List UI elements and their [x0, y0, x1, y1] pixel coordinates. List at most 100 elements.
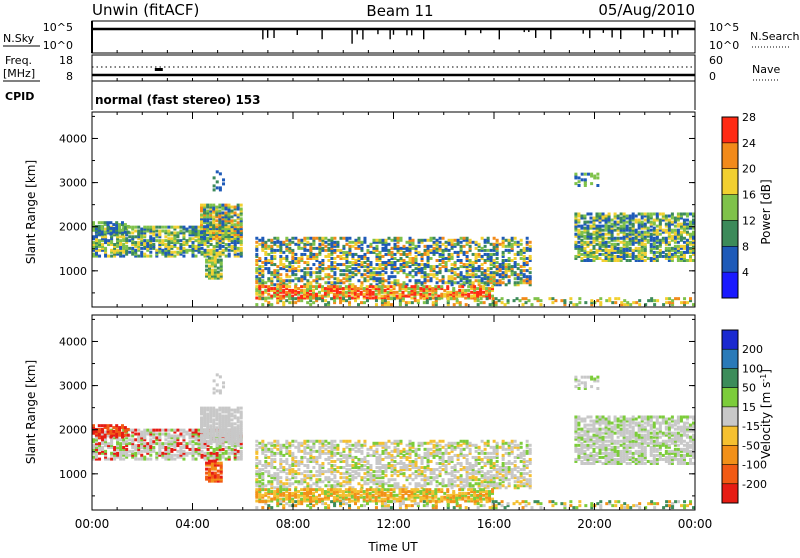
power-cell: [589, 241, 592, 244]
power-cell: [222, 249, 225, 252]
power-cell: [418, 239, 421, 242]
power-cell: [282, 295, 285, 298]
power-cell: [255, 285, 258, 288]
power-cell: [430, 257, 433, 260]
velocity-cell: [191, 429, 194, 432]
power-cell: [505, 245, 508, 248]
power-cell: [354, 239, 357, 242]
power-cell: [351, 267, 354, 270]
power-cell: [415, 271, 418, 274]
power-cell: [586, 212, 589, 215]
power-cell: [489, 303, 492, 306]
power-cell: [410, 285, 413, 288]
velocity-cell: [125, 448, 128, 451]
power-cell: [659, 212, 662, 215]
power-cell: [234, 219, 237, 222]
velocity-cell: [164, 442, 167, 445]
power-cell: [336, 263, 339, 266]
power-cell: [590, 173, 593, 176]
power-cell: [632, 223, 635, 226]
power-cell: [617, 233, 620, 236]
velocity-cell: [149, 454, 152, 457]
power-cell: [207, 245, 210, 248]
power-cell: [363, 277, 366, 280]
power-cell: [393, 297, 396, 300]
velocity-cell: [285, 482, 288, 485]
velocity-cell: [255, 470, 258, 473]
velocity-cell: [267, 470, 270, 473]
power-cell: [336, 277, 339, 280]
velocity-cell: [158, 442, 161, 445]
power-cell: [291, 297, 294, 300]
power-cell: [387, 237, 390, 240]
power-cell: [400, 263, 403, 266]
power-cell: [577, 229, 580, 232]
power-cell: [285, 237, 288, 240]
power-cell: [656, 251, 659, 254]
power-cell: [106, 221, 109, 224]
power-cell: [586, 221, 589, 224]
power-cell: [318, 285, 321, 288]
power-cell: [460, 265, 463, 268]
velocity-cell: [333, 484, 336, 487]
velocity-cell: [324, 440, 327, 443]
power-cell: [273, 283, 276, 286]
velocity-cell: [324, 444, 327, 447]
power-cell: [324, 273, 327, 276]
power-cell: [348, 237, 351, 240]
velocity-cell: [372, 450, 375, 453]
power-cell: [516, 297, 519, 300]
velocity-cell: [270, 442, 273, 445]
power-cell: [686, 212, 689, 215]
velocity-cell: [182, 450, 185, 453]
power-cell: [363, 273, 366, 276]
velocity-cell: [182, 458, 185, 461]
power-cell: [321, 285, 324, 288]
velocity-cell: [176, 442, 179, 445]
velocity-cell: [131, 434, 134, 437]
power-cell: [635, 247, 638, 250]
power-cell: [502, 251, 505, 254]
power-cell: [188, 237, 191, 240]
power-cell: [650, 243, 653, 246]
power-cell: [216, 170, 219, 173]
power-cell: [689, 212, 692, 215]
power-cell: [205, 259, 208, 262]
power-cell: [620, 237, 623, 240]
power-cell: [324, 281, 327, 284]
power-cell: [529, 255, 532, 258]
velocity-cell: [222, 452, 225, 455]
power-cell: [508, 275, 511, 278]
velocity-cell: [297, 460, 300, 463]
power-cell: [689, 247, 692, 250]
power-cell: [589, 259, 592, 262]
power-cell: [665, 297, 668, 300]
power-cell: [288, 285, 291, 288]
power-cell: [300, 289, 303, 292]
velocity-cell: [195, 448, 198, 451]
power-cell: [375, 245, 378, 248]
power-cell: [406, 253, 409, 256]
power-cell: [134, 226, 137, 229]
velocity-cell: [143, 429, 146, 432]
power-cell: [614, 212, 617, 215]
velocity-cell: [228, 456, 231, 459]
power-cell: [366, 257, 369, 260]
power-cell: [267, 267, 270, 270]
power-cell: [539, 299, 542, 302]
power-cell: [164, 226, 167, 229]
velocity-cell: [255, 444, 258, 447]
velocity-cell: [300, 456, 303, 459]
power-cell: [339, 297, 342, 300]
power-cell: [405, 301, 408, 304]
velocity-cell: [261, 440, 264, 443]
power-cell: [478, 275, 481, 278]
power-cell: [467, 289, 470, 292]
power-cell: [514, 257, 517, 260]
power-cell: [513, 299, 516, 302]
power-cell: [596, 243, 599, 246]
power-cell: [617, 247, 620, 250]
velocity-cell: [324, 484, 327, 487]
velocity-cell: [297, 480, 300, 483]
